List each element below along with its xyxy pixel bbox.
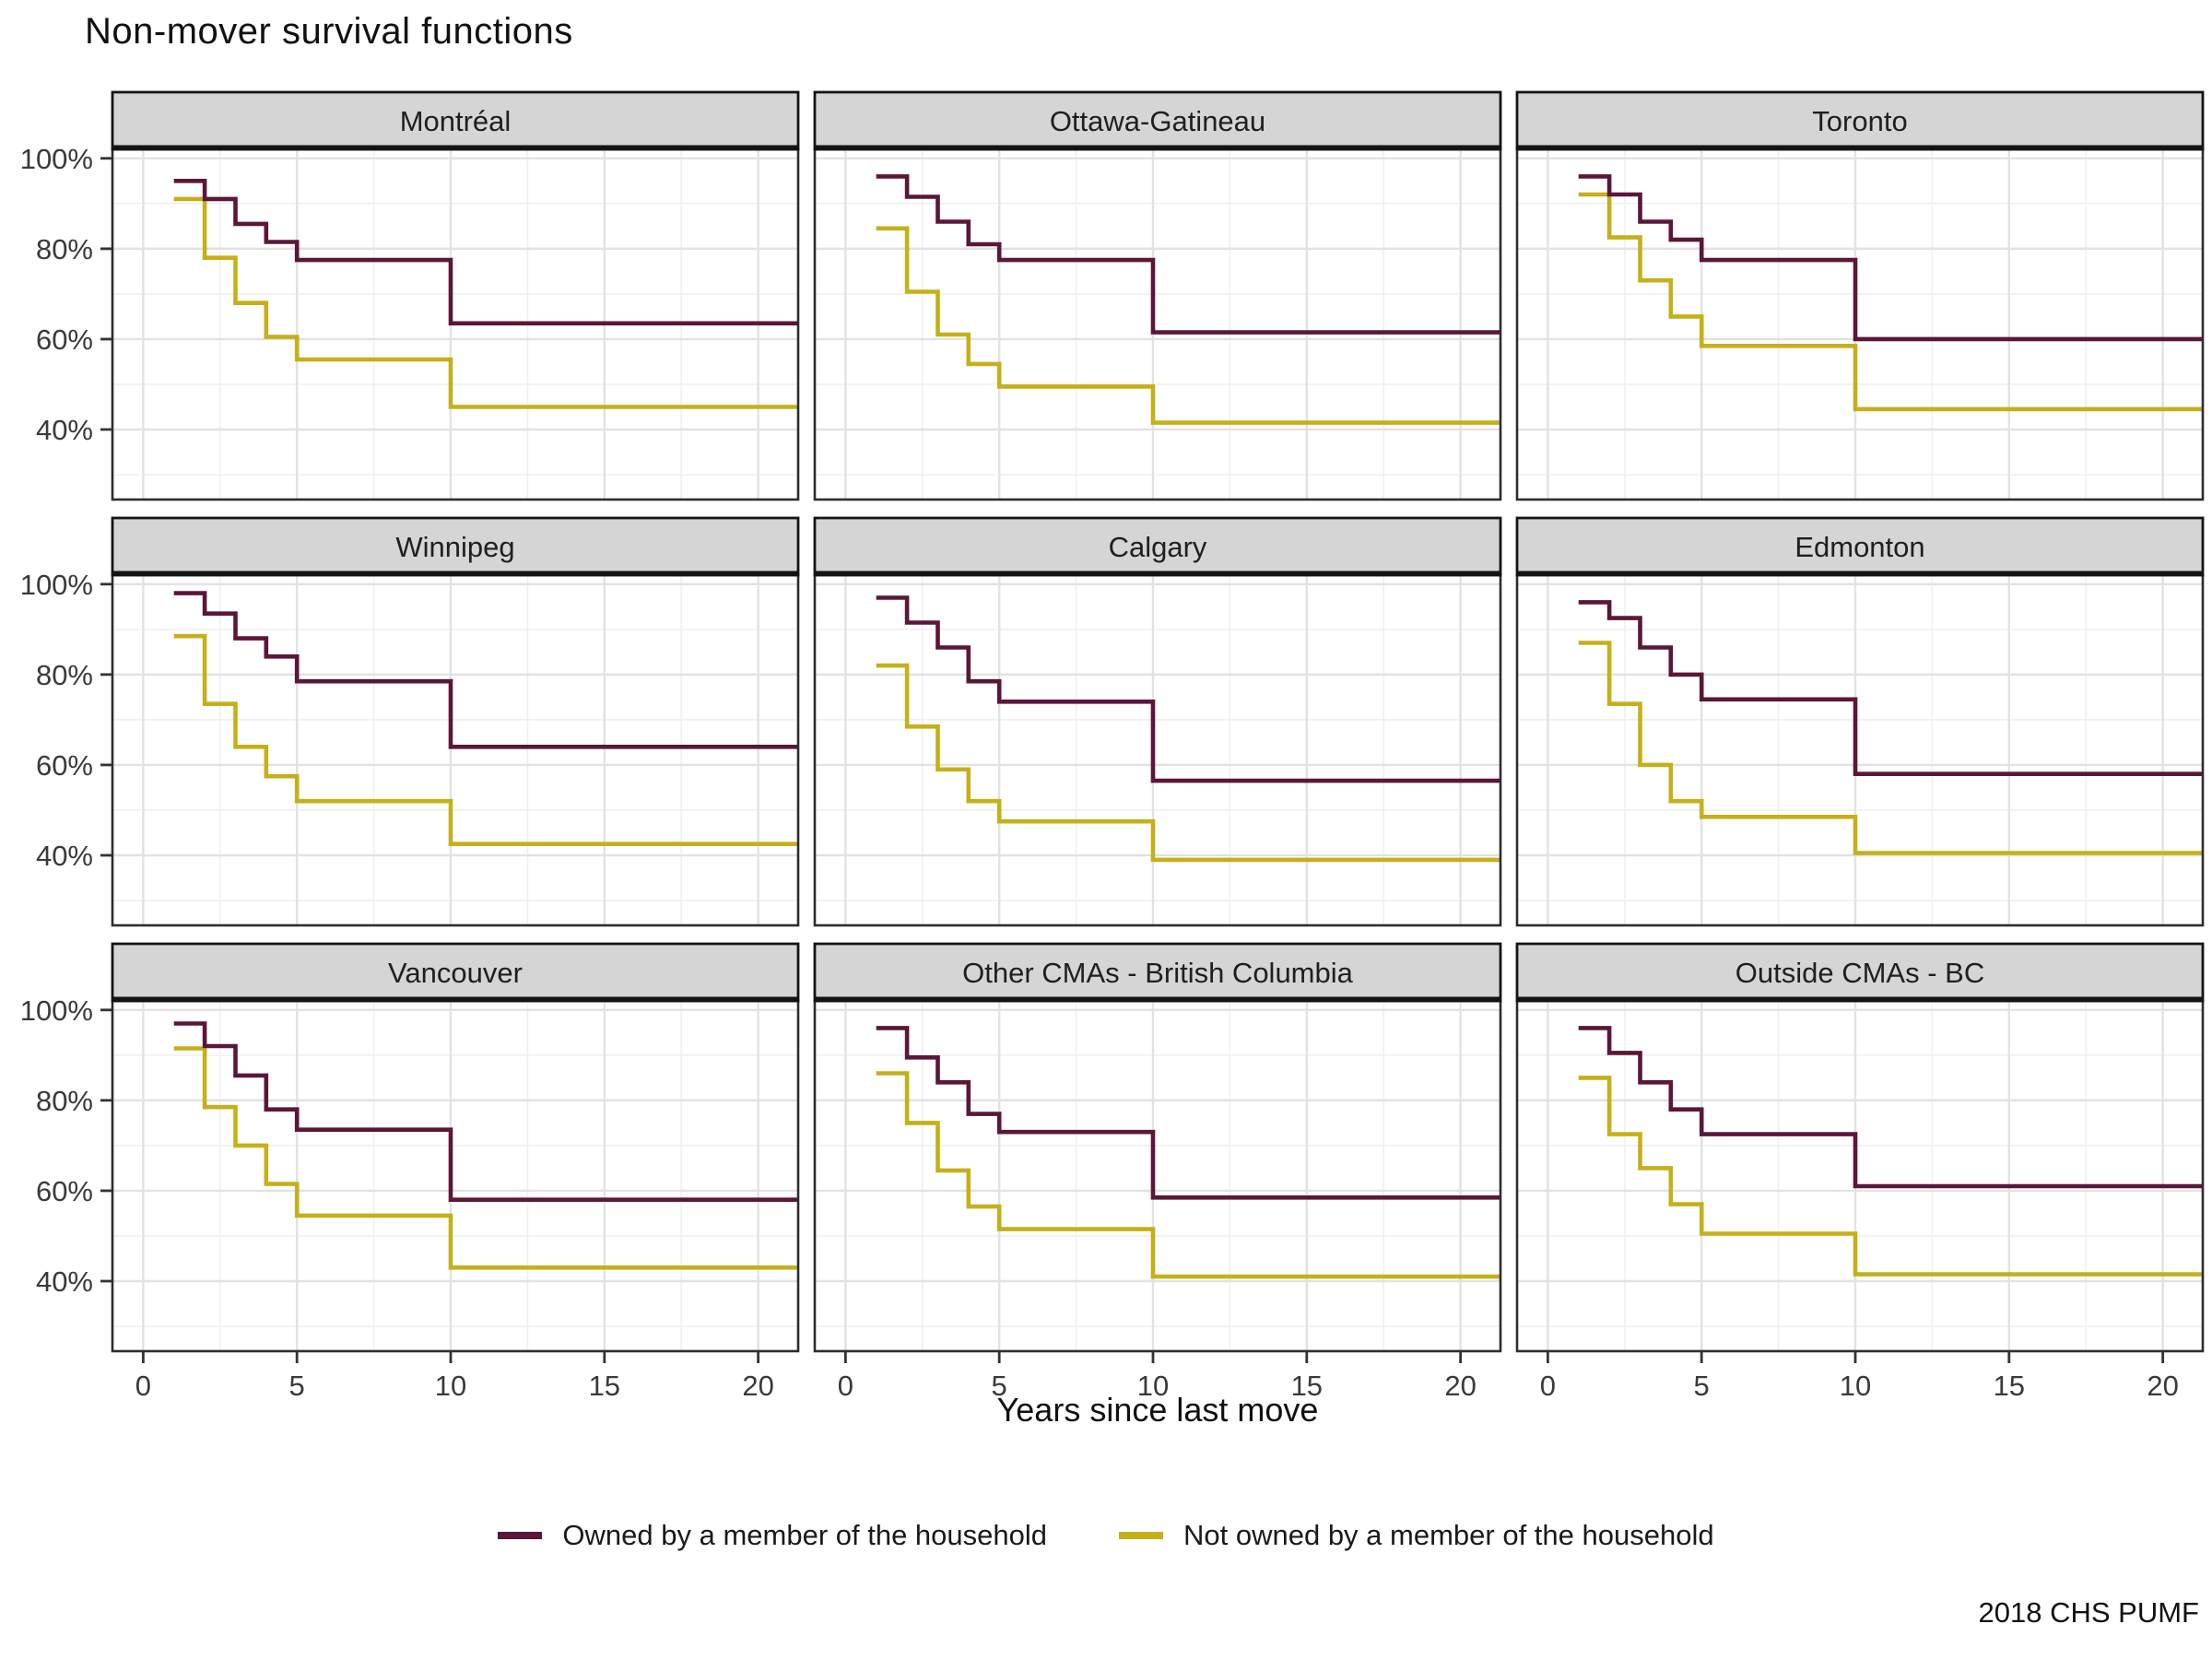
owned-curve (1578, 600, 2203, 776)
legend: Owned by a member of the household Not o… (0, 1519, 2212, 1552)
x-axis-tick-label: 15 (1994, 1370, 2025, 1402)
panel-background (1517, 1001, 2203, 1351)
y-axis-tick-label: 60% (36, 1175, 93, 1207)
facet-strip-label: Vancouver (388, 957, 523, 989)
facet-strip-label: Toronto (1812, 105, 1907, 137)
x-axis-tick-label: 0 (135, 1370, 151, 1402)
facet-Calgary: Calgary (813, 516, 1502, 927)
facet-Vancouver: Vancouver 100% 80% 60% 40% 0 5 10 15 20 (20, 942, 800, 1402)
chart-title: Non-mover survival functions (85, 11, 573, 52)
facet-Outside CMAs - BC: Outside CMAs - BC 0 5 10 15 20 (1515, 942, 2205, 1402)
owned-curve (1578, 1026, 2203, 1189)
facet-strip (111, 942, 800, 1003)
facet-strip-label: Other CMAs - British Columbia (962, 957, 1354, 989)
facet-strip (111, 90, 800, 151)
y-axis-tick-label: 40% (36, 840, 93, 872)
not-owned-curve (173, 633, 798, 846)
panel-background (112, 1001, 798, 1351)
y-axis-tick-label: 40% (36, 1265, 93, 1298)
panel-background (1517, 149, 2203, 500)
x-axis-tick-label: 10 (1840, 1370, 1871, 1402)
legend-label-owned: Owned by a member of the household (562, 1519, 1047, 1551)
facet-strip (1515, 90, 2205, 151)
y-axis-tick-label: 60% (36, 324, 93, 356)
data-source-caption: 2018 CHS PUMF (1978, 1596, 2199, 1629)
owned-curve (173, 1021, 798, 1202)
owned-curve (173, 179, 798, 326)
facet-strip-label: Edmonton (1794, 531, 1924, 563)
x-axis-tick-label: 20 (1444, 1370, 1476, 1402)
x-axis-tick-label: 20 (742, 1370, 773, 1402)
y-axis-tick-label: 100% (20, 143, 93, 175)
owned-curve (173, 591, 798, 749)
x-axis-tick-label: 15 (1291, 1370, 1323, 1402)
not-owned-curve (876, 226, 1500, 425)
not-owned-curve (876, 1071, 1500, 1279)
x-axis-tick-label: 0 (838, 1370, 853, 1402)
owned-line-key-icon (498, 1532, 543, 1539)
facet-Edmonton: Edmonton (1515, 516, 2205, 927)
x-axis-tick-label: 10 (1137, 1370, 1169, 1402)
panel-background (815, 149, 1500, 500)
facet-Ottawa-Gatineau: Ottawa-Gatineau (813, 90, 1502, 501)
not-owned-curve (1578, 641, 2203, 855)
x-axis-tick-label: 10 (435, 1370, 466, 1402)
facet-Other CMAs - British Columbia: Other CMAs - British Columbia 0 5 10 15 20 (813, 942, 1502, 1402)
y-axis-tick-label: 100% (20, 569, 93, 601)
facet-strip (1515, 516, 2205, 577)
facet-strip (813, 90, 1502, 151)
facet-strip-label: Calgary (1109, 531, 1207, 563)
facet-strip (813, 516, 1502, 577)
facet-Montréal: Montréal 100% 80% 60% 40% (20, 90, 800, 501)
x-axis-tick-label: 0 (1540, 1370, 1556, 1402)
x-axis-tick-label: 5 (1694, 1370, 1710, 1402)
not-owned-curve (1578, 1076, 2203, 1277)
facet-strip (813, 942, 1502, 1003)
facet-strip-label: Outside CMAs - BC (1735, 957, 1984, 989)
panel-background (815, 575, 1500, 925)
facet-strip-label: Montréal (400, 105, 512, 137)
not-owned-curve (173, 1046, 798, 1270)
facet-strip-label: Ottawa-Gatineau (1050, 105, 1265, 137)
y-axis-tick-label: 80% (36, 1085, 93, 1117)
facet-grid: Montréal 100% 80% 60% 40% Ottawa-Gatineau Toro… (20, 90, 2205, 1429)
y-axis-tick-label: 40% (36, 414, 93, 446)
x-axis-tick-label: 5 (289, 1370, 305, 1402)
facet-strip (1515, 942, 2205, 1003)
x-axis-tick-label: 20 (2147, 1370, 2178, 1402)
x-axis-tick-label: 5 (992, 1370, 1007, 1402)
not-owned-curve (1578, 192, 2203, 412)
legend-item-not-owned: Not owned by a member of the household (1119, 1519, 1714, 1552)
y-axis-tick-label: 80% (36, 659, 93, 691)
panel-background (112, 575, 798, 925)
facet-Winnipeg: Winnipeg 100% 80% 60% 40% (20, 516, 800, 927)
facet-Toronto: Toronto (1515, 90, 2205, 501)
legend-label-not-owned: Not owned by a member of the household (1183, 1519, 1714, 1551)
y-axis-tick-label: 60% (36, 749, 93, 782)
panel-background (815, 1001, 1500, 1351)
owned-curve (876, 1026, 1500, 1200)
owned-curve (876, 174, 1500, 335)
panel-background (1517, 575, 2203, 925)
owned-curve (876, 595, 1500, 783)
legend-item-owned: Owned by a member of the household (498, 1519, 1047, 1552)
y-axis-tick-label: 100% (20, 994, 93, 1027)
facet-strip-label: Winnipeg (395, 531, 514, 563)
not-owned-line-key-icon (1119, 1532, 1163, 1539)
y-axis-tick-label: 80% (36, 233, 93, 265)
not-owned-curve (173, 196, 798, 409)
not-owned-curve (876, 663, 1500, 863)
owned-curve (1578, 174, 2203, 342)
x-axis-title: Years since last move (997, 1391, 1319, 1429)
x-axis-tick-label: 15 (589, 1370, 620, 1402)
